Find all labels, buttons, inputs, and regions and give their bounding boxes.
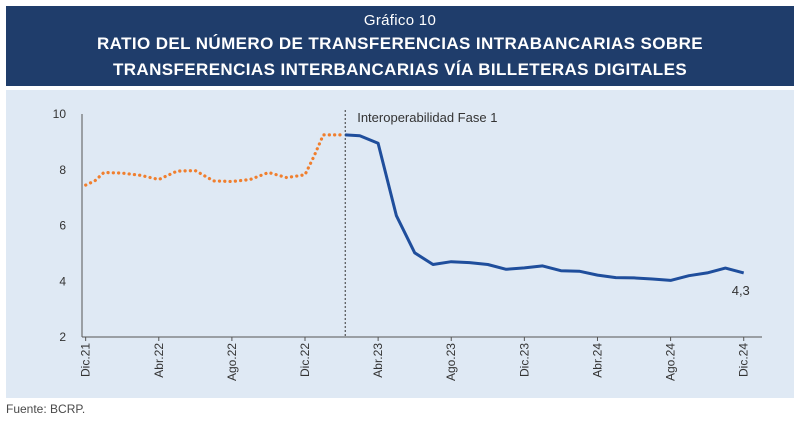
y-axis-ticks: 2 4 6 8 10 [53,107,67,344]
interoperability-annotation: Interoperabilidad Fase 1 [357,110,497,125]
chart-title-line-1: RATIO DEL NÚMERO DE TRANSFERENCIAS INTRA… [96,34,703,53]
chart-title-line-2: TRANSFERENCIAS INTERBANCARIAS VÍA BILLET… [112,60,688,79]
series-layer [84,133,745,282]
chart-header: Gráfico 10 RATIO DEL NÚMERO DE TRANSFERE… [6,6,794,86]
source-note: Fuente: BCRP. [6,402,86,416]
x-tick-label: Abr.22 [152,343,166,378]
x-tick-label: Dic.22 [298,343,312,377]
y-tick-label: 4 [59,274,66,288]
x-tick-label: Dic.21 [79,343,93,377]
x-tick-label: Abr.23 [371,343,385,378]
graphic-number: Gráfico 10 [363,12,437,29]
end-value-label: 4,3 [732,283,750,298]
y-tick-label: 10 [53,107,67,121]
x-tick-label: Dic.23 [517,343,531,377]
x-tick-label: Abr.24 [590,343,604,378]
series-after-solid-line [345,133,745,282]
chart-panel [6,90,794,398]
x-tick-label: Ago.22 [225,343,239,381]
y-tick-label: 2 [59,330,66,344]
y-tick-label: 8 [59,163,66,177]
series-before-dotted-line [84,133,347,187]
x-axis-ticks: Dic.21 Abr.22 Ago.22 Dic.22 Abr.23 Ago.23 Dic.… [79,337,751,381]
x-tick-label: Dic.24 [737,343,751,377]
y-tick-label: 6 [59,219,66,233]
x-tick-label: Ago.23 [444,343,458,381]
x-tick-label: Ago.24 [664,343,678,381]
